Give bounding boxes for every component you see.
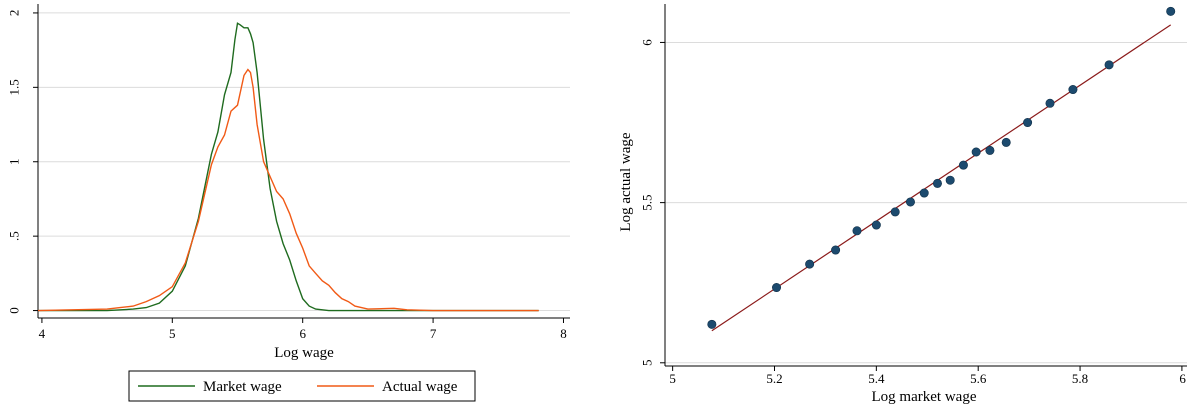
binscatter-point: [932, 178, 942, 188]
binscatter-x-axis-label: Log market wage: [872, 389, 977, 405]
density-x-tick-label: 7: [430, 326, 437, 341]
density-x-axis-label: Log wage: [274, 345, 334, 361]
binscatter-gridlines: [665, 41, 1187, 364]
binscatter-point: [958, 160, 968, 170]
legend-market-wage-label: Market wage: [203, 379, 282, 395]
binscatter-x-tick-label: 5: [669, 371, 676, 386]
binscatter-point: [919, 188, 929, 198]
density-panel: 0 .5 1 1.5 2 4 5 6 7 8 Log wage Market wage Actu…: [7, 4, 570, 402]
binscatter-point: [1023, 118, 1033, 128]
density-x-tick-label: 8: [560, 326, 567, 341]
binscatter-x-tick-label: 5.8: [1072, 371, 1088, 386]
binscatter-x-tick-label: 5.6: [970, 371, 987, 386]
binscatter-point: [985, 145, 995, 155]
density-y-tick-label: 1: [7, 158, 22, 165]
binscatter-y-tick-label: 5: [640, 360, 655, 367]
binscatter-point: [971, 147, 981, 157]
binscatter-point: [852, 226, 862, 236]
density-y-tick-label: 0: [7, 307, 22, 314]
density-x-tick-label: 5: [169, 326, 176, 341]
legend-actual-wage-label: Actual wage: [382, 379, 458, 395]
density-gridlines: [38, 12, 570, 312]
binscatter-y-axis-label: Log actual wage: [618, 132, 634, 231]
actual-wage-density-line: [37, 68, 539, 312]
binscatter-x-tick-label: 5.4: [868, 371, 885, 386]
fit-line: [711, 24, 1172, 332]
density-legend: Market wage Actual wage: [128, 370, 476, 402]
density-y-tick-label: .5: [7, 231, 22, 241]
binscatter-point: [831, 245, 841, 255]
density-x-tick-label: 6: [299, 326, 306, 341]
binscatter-point: [707, 319, 717, 329]
density-x-tick-label: 4: [39, 326, 46, 341]
density-y-tick-label: 2: [7, 10, 22, 16]
binscatter-points: [707, 6, 1176, 329]
density-y-ticks: 0 .5 1 1.5 2: [7, 10, 38, 314]
binscatter-y-ticks: 55.56: [640, 39, 665, 367]
binscatter-point: [1166, 6, 1176, 16]
binscatter-y-tick-label: 5.5: [640, 194, 655, 210]
binscatter-point: [890, 207, 900, 217]
binscatter-point: [1104, 60, 1114, 70]
binscatter-x-tick-label: 5.2: [766, 371, 782, 386]
binscatter-point: [805, 259, 815, 269]
binscatter-point: [1001, 137, 1011, 147]
binscatter-panel: 55.56 5 5.2 5.4 5.6 5.8 6 Log market wage Log…: [618, 4, 1187, 405]
density-x-ticks: 4 5 6 7 8: [39, 318, 567, 341]
binscatter-point: [772, 283, 782, 293]
density-y-tick-label: 1.5: [7, 79, 22, 95]
binscatter-point: [871, 220, 881, 230]
market-wage-density-line: [38, 22, 539, 312]
binscatter-x-tick-label: 6: [1179, 371, 1186, 386]
binscatter-x-ticks: 5 5.2 5.4 5.6 5.8 6: [669, 366, 1186, 386]
binscatter-point: [1068, 85, 1078, 95]
binscatter-point: [1045, 98, 1055, 108]
binscatter-point: [905, 197, 915, 207]
binscatter-point: [945, 175, 955, 185]
binscatter-y-tick-label: 6: [640, 39, 655, 46]
